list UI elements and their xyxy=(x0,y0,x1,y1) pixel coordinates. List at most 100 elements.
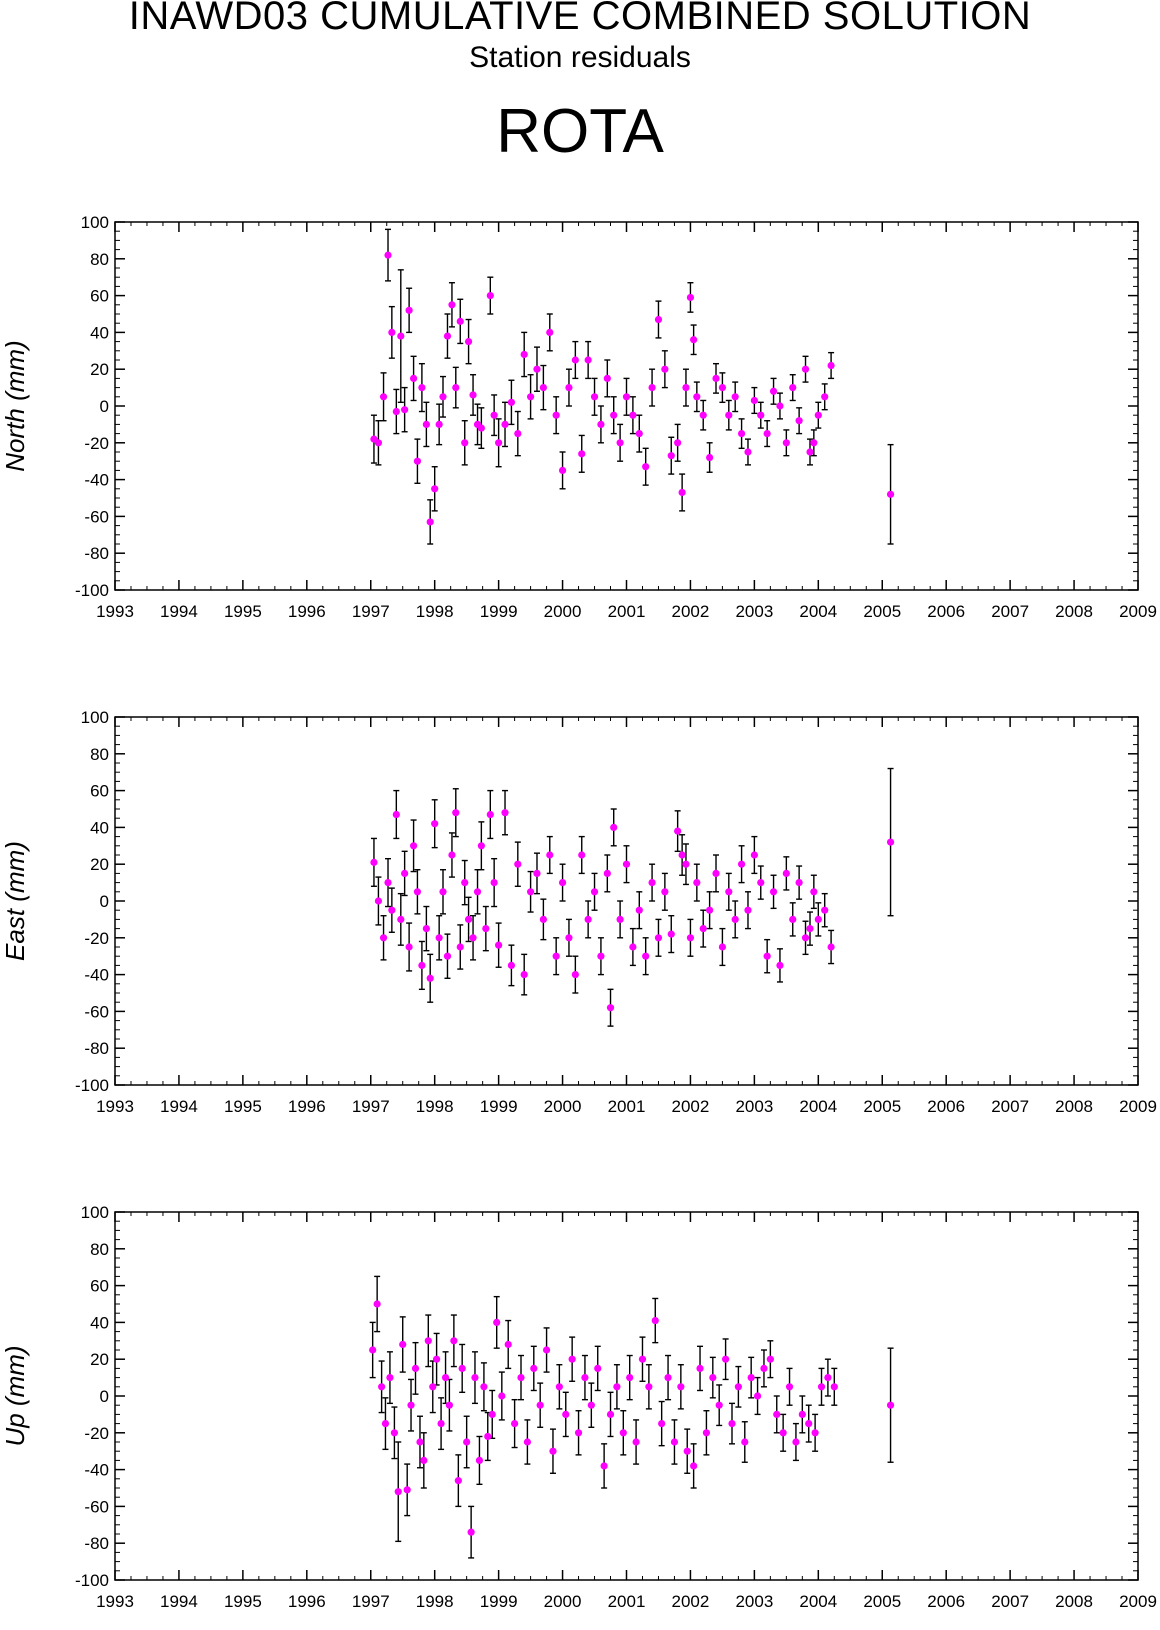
east-data-point xyxy=(520,971,528,979)
east-x-tick-label: 2007 xyxy=(991,1097,1029,1116)
north-x-tick-label: 1993 xyxy=(96,602,134,621)
north-data-point xyxy=(388,328,396,336)
up-data-point xyxy=(626,1374,634,1382)
north-data-point xyxy=(490,411,498,419)
east-x-tick-label: 2002 xyxy=(672,1097,710,1116)
east-y-axis-label: East (mm) xyxy=(0,841,30,961)
east-data-point xyxy=(546,851,554,859)
north-data-point xyxy=(610,411,618,419)
east-y-tick-label: 80 xyxy=(90,745,109,764)
east-data-point xyxy=(795,879,803,887)
east-data-point xyxy=(678,851,686,859)
up-data-point xyxy=(632,1438,640,1446)
chart-subtitle: Station residuals xyxy=(469,41,691,74)
north-data-point xyxy=(565,384,573,392)
up-data-point xyxy=(441,1374,450,1382)
east-data-point xyxy=(801,934,810,942)
up-data-point xyxy=(709,1374,717,1382)
east-data-point xyxy=(757,879,765,887)
north-data-point xyxy=(661,365,669,373)
up-data-point xyxy=(536,1401,544,1409)
north-data-point xyxy=(520,350,528,359)
north-data-point xyxy=(744,448,752,456)
up-x-tick-label: 2000 xyxy=(544,1592,582,1611)
east-data-point xyxy=(374,897,383,905)
up-data-point xyxy=(445,1401,453,1409)
north-data-point xyxy=(405,306,413,314)
east-data-point xyxy=(388,906,396,914)
north-x-tick-label: 2009 xyxy=(1119,602,1157,621)
east-x-tick-label: 2001 xyxy=(608,1097,646,1116)
east-y-tick-label: -80 xyxy=(84,1039,109,1058)
up-data-point xyxy=(523,1438,531,1446)
up-data-point xyxy=(747,1374,755,1382)
east-y-tick-label: -60 xyxy=(84,1002,109,1021)
north-data-point xyxy=(507,398,516,406)
east-x-tick-label: 1993 xyxy=(96,1097,134,1116)
north-x-tick-label: 1996 xyxy=(288,602,326,621)
up-data-point xyxy=(645,1383,653,1391)
east-data-point xyxy=(706,906,714,914)
east-data-point xyxy=(686,934,695,942)
north-y-tick-label: -100 xyxy=(75,581,109,600)
up-data-point xyxy=(670,1438,679,1446)
north-y-tick-label: 80 xyxy=(90,250,109,269)
north-data-point xyxy=(397,332,405,340)
up-data-point xyxy=(373,1300,381,1308)
up-data-point xyxy=(562,1410,570,1418)
up-data-point xyxy=(690,1462,698,1470)
up-y-axis-label: Up (mm) xyxy=(0,1345,30,1446)
east-data-point xyxy=(674,827,682,835)
north-data-point xyxy=(789,384,797,392)
up-data-point xyxy=(798,1410,806,1418)
up-x-tick-label: 1997 xyxy=(352,1592,390,1611)
north-y-tick-label: 20 xyxy=(90,360,109,379)
east-data-point xyxy=(827,943,835,951)
east-data-point xyxy=(514,860,522,868)
up-data-point xyxy=(734,1383,742,1391)
up-data-point xyxy=(381,1420,390,1428)
north-x-tick-label: 1997 xyxy=(352,602,390,621)
up-data-point xyxy=(664,1374,672,1382)
east-data-point xyxy=(718,943,727,951)
north-data-point xyxy=(821,393,829,401)
north-x-tick-label: 2000 xyxy=(544,602,582,621)
up-data-point xyxy=(805,1420,813,1428)
east-data-point xyxy=(461,879,469,887)
north-data-point xyxy=(578,450,586,458)
east-y-tick-label: 0 xyxy=(100,892,109,911)
east-data-point xyxy=(769,888,778,896)
north-data-point xyxy=(374,439,383,447)
north-data-point xyxy=(629,411,637,419)
north-data-point xyxy=(431,485,439,493)
up-y-tick-label: -100 xyxy=(75,1571,109,1590)
up-data-point xyxy=(504,1340,512,1349)
up-data-point xyxy=(399,1340,407,1349)
north-data-point xyxy=(443,332,452,340)
up-residuals-plot: 1993 1994 1995 1996 1997 1998 1999 2000 2001 2002… xyxy=(0,1203,1157,1611)
north-y-tick-label: -80 xyxy=(84,544,109,563)
north-data-point xyxy=(667,452,675,460)
north-data-point xyxy=(795,417,803,425)
east-data-point xyxy=(526,888,535,896)
east-data-point xyxy=(886,838,895,846)
east-data-point xyxy=(782,869,790,877)
north-data-point xyxy=(384,251,392,259)
up-x-tick-label: 2004 xyxy=(799,1592,837,1611)
east-data-point xyxy=(401,869,409,877)
up-data-point xyxy=(817,1383,826,1391)
north-data-point xyxy=(533,365,541,373)
east-data-point xyxy=(422,925,430,933)
up-plot-frame xyxy=(114,1211,1139,1581)
up-data-point xyxy=(715,1401,723,1409)
north-data-point xyxy=(648,384,656,392)
north-x-tick-label: 2007 xyxy=(991,602,1029,621)
up-data-point xyxy=(458,1364,466,1372)
east-data-point xyxy=(776,961,784,969)
north-data-point xyxy=(706,453,714,462)
north-data-point xyxy=(495,439,503,447)
east-data-point xyxy=(370,858,378,866)
north-data-point xyxy=(718,384,727,392)
east-data-point xyxy=(712,869,720,877)
up-data-point xyxy=(568,1355,576,1363)
